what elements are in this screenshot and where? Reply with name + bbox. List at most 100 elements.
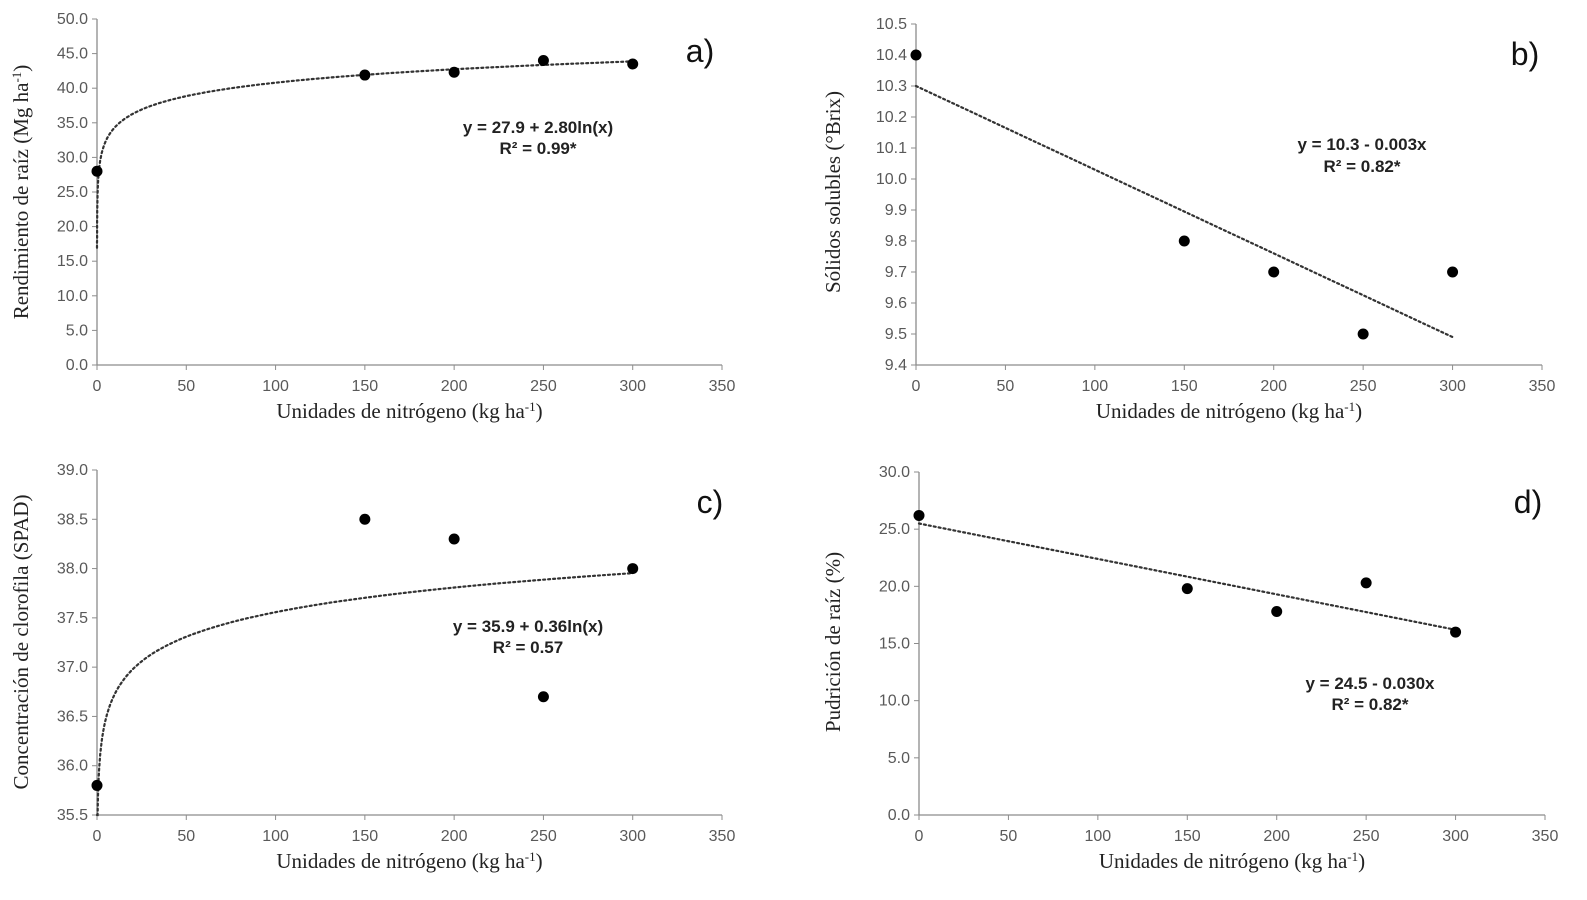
y-axis-title-text: Sólidos solubles (°Brix) [821, 91, 845, 293]
panel-label: b) [1511, 36, 1539, 72]
y-tick-label: 40.0 [57, 80, 88, 97]
x-tick-label: 300 [619, 828, 646, 845]
x-axis-title-text: Unidades de nitrógeno (kg ha [276, 399, 525, 423]
x-tick-label: 100 [1082, 378, 1109, 395]
chart-panel-a: 0.0 5.0 10.0 15.0 20.0 25.0 30.0 35.0 40.0 45.0 50… [9, 11, 736, 423]
x-tick-label: 150 [352, 378, 379, 395]
x-tick-label: 350 [1532, 828, 1559, 845]
y-tick-label: 5.0 [66, 322, 88, 339]
y-tick-label: 20.0 [879, 578, 910, 595]
y-axis-title-text: Concentración de clorofila (SPAD) [9, 495, 33, 790]
y-tick-label: 9.8 [885, 233, 907, 250]
y-axis-title-end: ) [9, 65, 33, 72]
x-tick-label: 300 [619, 378, 646, 395]
data-point [1178, 235, 1190, 247]
regression-equation: y = 24.5 - 0.030x [1305, 674, 1435, 693]
x-tick-label: 350 [709, 828, 736, 845]
y-tick-label: 9.9 [885, 202, 907, 219]
x-tick-label: 250 [530, 828, 557, 845]
regression-equation: y = 10.3 - 0.003x [1297, 135, 1427, 154]
x-axis-title-sup: -1 [525, 849, 536, 864]
y-tick-label: 20.0 [57, 219, 88, 236]
data-point [448, 533, 460, 545]
y-tick-label: 10.0 [57, 288, 88, 305]
x-tick-label: 0 [93, 378, 102, 395]
x-axis-title-sup: -1 [1344, 399, 1355, 414]
x-tick-label: 0 [912, 378, 921, 395]
y-tick-label: 15.0 [57, 253, 88, 270]
x-tick-label: 200 [441, 828, 468, 845]
trendline [95, 60, 634, 249]
r-squared-label: R² = 0.99* [499, 139, 576, 158]
y-tick-label: 36.0 [57, 758, 88, 775]
y-tick-label: 45.0 [57, 46, 88, 63]
x-tick-label: 200 [1260, 378, 1287, 395]
x-tick-label: 350 [1529, 378, 1556, 395]
data-point [627, 58, 639, 70]
data-point [1181, 583, 1193, 595]
x-axis-title: Unidades de nitrógeno (kg ha-1) [1096, 399, 1362, 424]
y-tick-label: 10.1 [876, 140, 907, 157]
data-point [91, 779, 103, 791]
x-tick-label: 350 [709, 378, 736, 395]
x-tick-label: 300 [1442, 828, 1469, 845]
y-axis-title: Rendimiento de raíz (Mg ha-1) [9, 65, 34, 320]
y-tick-label: 36.5 [57, 708, 88, 725]
x-axis-title-end: ) [536, 399, 543, 423]
x-axis-title-end: ) [1358, 849, 1365, 873]
data-point [1357, 328, 1369, 340]
y-axis-title: Sólidos solubles (°Brix) [821, 91, 845, 293]
data-point [1450, 626, 1462, 638]
y-tick-label: 0.0 [888, 807, 910, 824]
data-point [537, 55, 549, 67]
data-point [1360, 577, 1372, 589]
x-axis-title-sup: -1 [1347, 849, 1358, 864]
y-tick-label: 10.3 [876, 78, 907, 95]
r-squared-label: R² = 0.82* [1331, 695, 1408, 714]
panel-label: a) [686, 33, 714, 69]
y-tick-label: 9.5 [885, 326, 907, 343]
y-tick-label: 10.0 [879, 693, 910, 710]
y-tick-label: 35.5 [57, 807, 88, 824]
x-axis-title-text: Unidades de nitrógeno (kg ha [276, 849, 525, 873]
x-tick-label: 150 [352, 828, 379, 845]
data-point [913, 509, 925, 521]
trendline [917, 522, 1457, 631]
x-tick-label: 0 [93, 828, 102, 845]
data-point [91, 165, 103, 177]
y-axis-title: Concentración de clorofila (SPAD) [9, 495, 33, 790]
data-point [1268, 266, 1280, 278]
y-tick-label: 25.0 [879, 521, 910, 538]
x-tick-label: 50 [1000, 828, 1018, 845]
panel-label: d) [1514, 484, 1542, 520]
y-axis-title: Pudrición de raíz (%) [821, 552, 845, 732]
y-tick-label: 38.0 [57, 561, 88, 578]
data-point [537, 691, 549, 703]
chart-panel-c: 35.5 36.0 36.5 37.0 37.5 38.0 38.5 39.0 0 50 100 15… [9, 462, 735, 873]
x-tick-label: 100 [1085, 828, 1112, 845]
y-tick-label: 35.0 [57, 115, 88, 132]
y-tick-label: 37.0 [57, 659, 88, 676]
data-point [359, 69, 371, 81]
data-point [359, 513, 371, 525]
y-tick-label: 9.7 [885, 264, 907, 281]
y-tick-label: 37.5 [57, 610, 88, 627]
x-tick-label: 200 [1263, 828, 1290, 845]
x-tick-label: 250 [530, 378, 557, 395]
x-axis-title-text: Unidades de nitrógeno (kg ha [1096, 399, 1345, 423]
r-squared-label: R² = 0.82* [1323, 157, 1400, 176]
x-axis-title: Unidades de nitrógeno (kg ha-1) [1099, 849, 1365, 874]
data-point [627, 563, 639, 575]
y-tick-label: 5.0 [888, 750, 910, 767]
y-tick-label: 0.0 [66, 357, 88, 374]
y-tick-label: 10.5 [876, 16, 907, 33]
trendline [914, 84, 1454, 339]
regression-equation: y = 27.9 + 2.80ln(x) [463, 118, 613, 137]
x-tick-label: 50 [177, 828, 195, 845]
chart-panel-b: 9.4 9.5 9.6 9.7 9.8 9.9 10.0 10.1 10.2 10.3 10.4 10… [821, 16, 1555, 423]
y-tick-label: 15.0 [879, 636, 910, 653]
x-axis-title-text: Unidades de nitrógeno (kg ha [1099, 849, 1348, 873]
x-tick-label: 250 [1350, 378, 1377, 395]
panel-label: c) [697, 484, 724, 520]
x-tick-label: 150 [1174, 828, 1201, 845]
